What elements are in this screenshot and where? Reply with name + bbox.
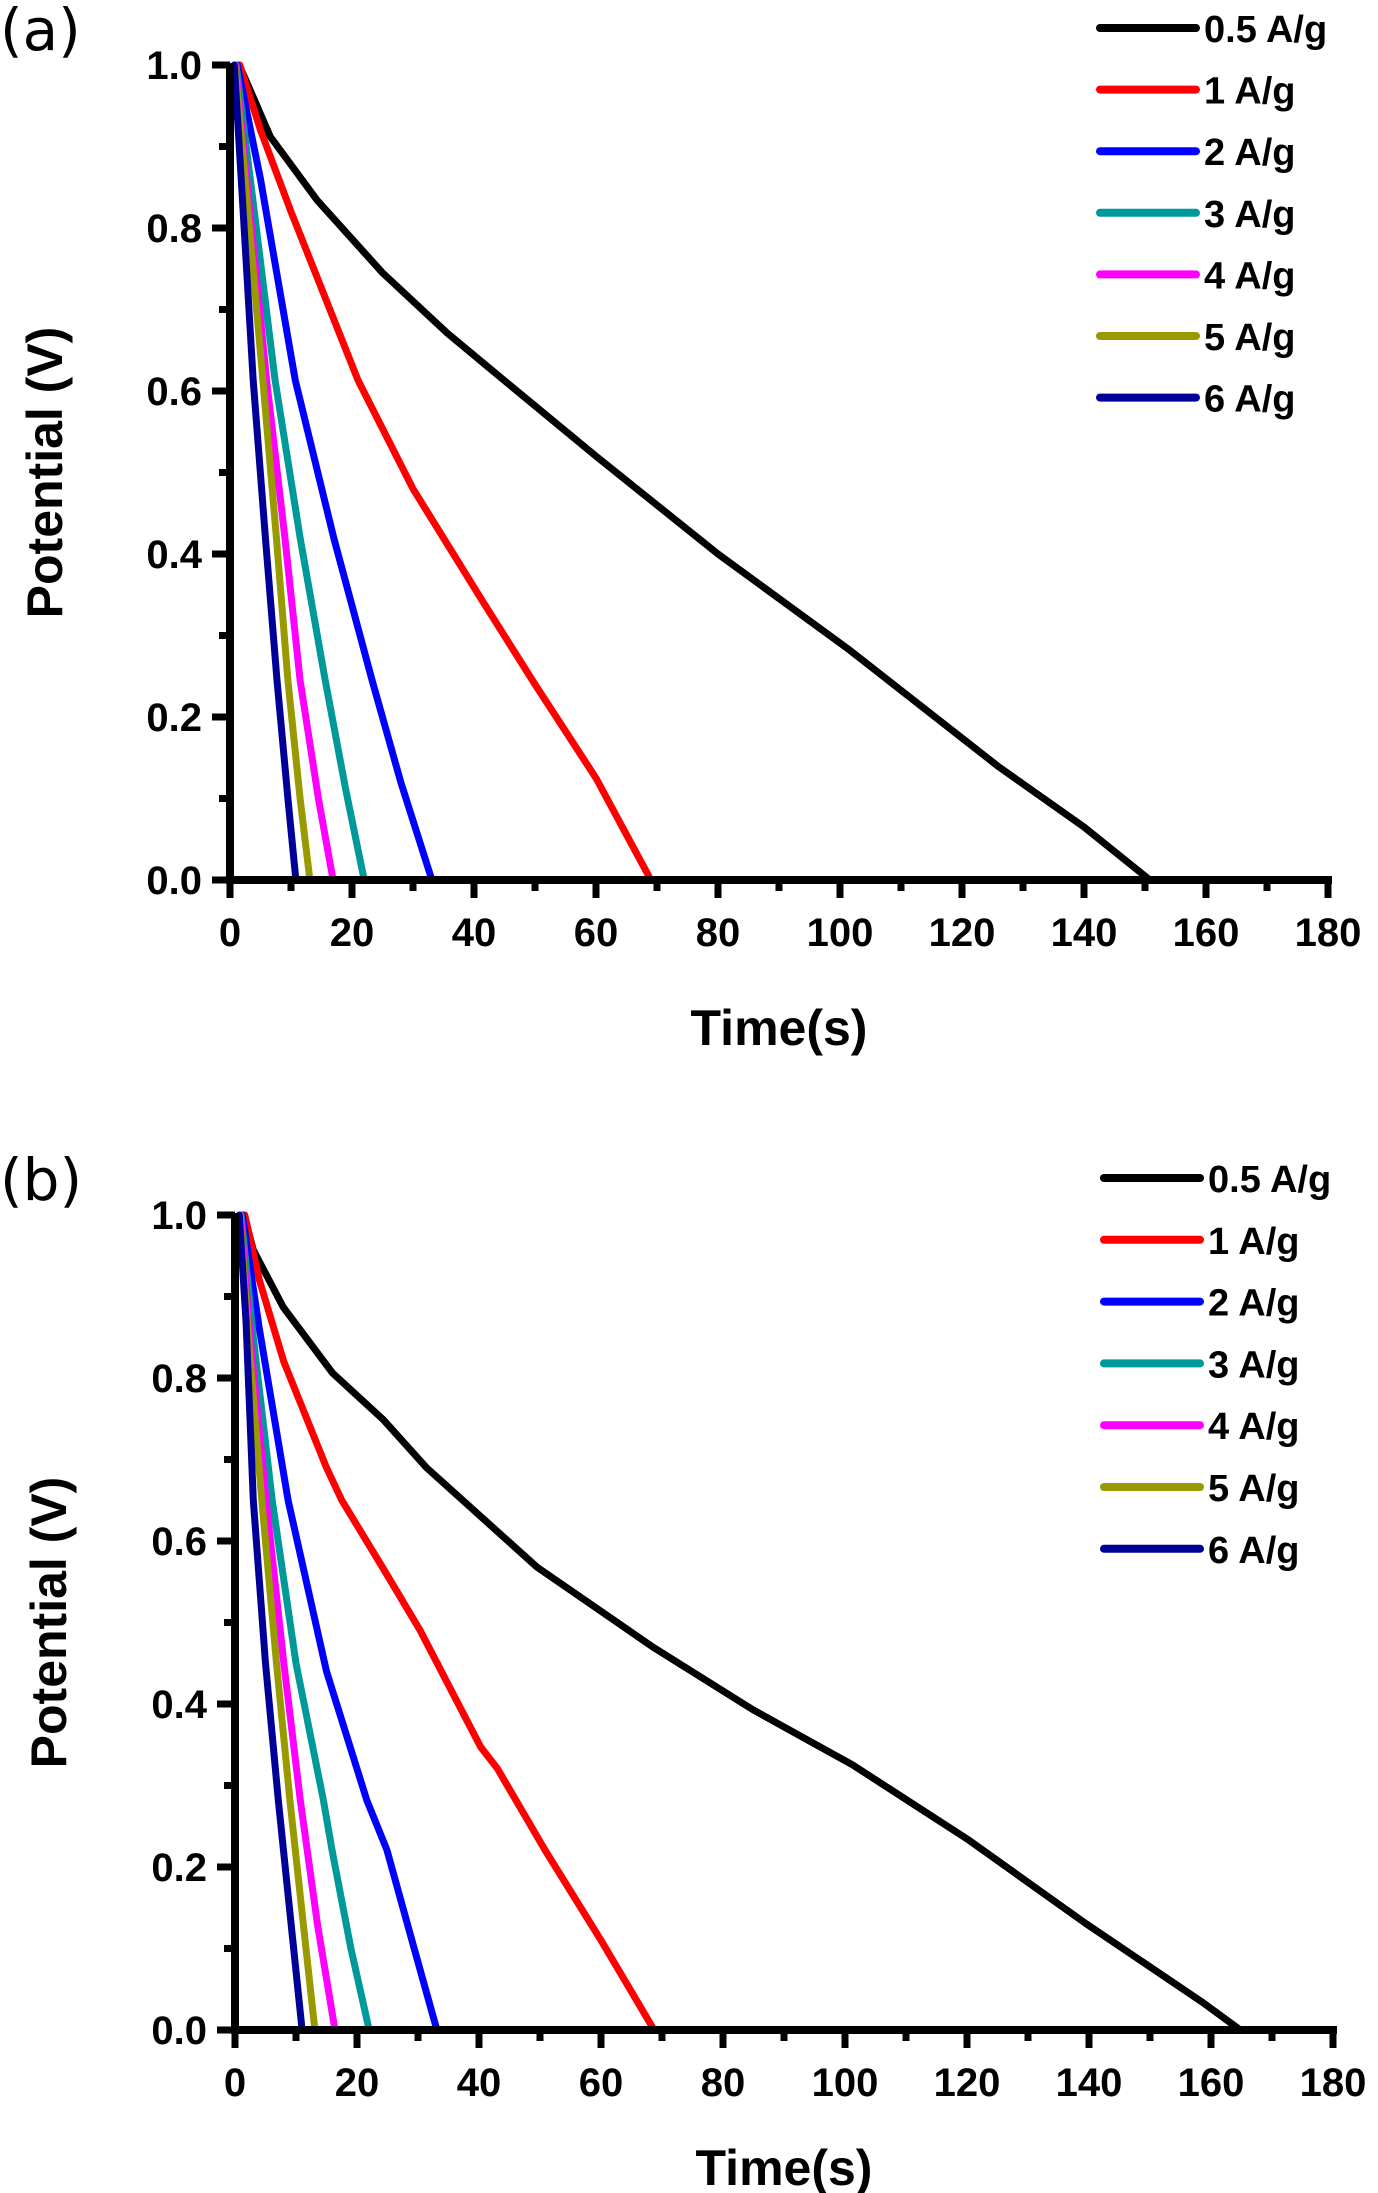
legend-label: 2 A/g (1204, 132, 1296, 174)
legend-label: 1 A/g (1204, 71, 1296, 113)
legend: 0.5 A/g 1 A/g 2 A/g 3 A/g 4 A/g 5 A/g 6 A/g (1096, 9, 1327, 421)
y-tick-label: 0.2 (146, 696, 202, 740)
legend-item: 5 A/g (1096, 317, 1296, 359)
y-tick-label: 0.6 (146, 370, 202, 414)
legend-label: 4 A/g (1208, 1406, 1300, 1448)
x-tick-label: 60 (574, 911, 619, 955)
y-axis-title: Potential (V) (17, 327, 73, 619)
series-line-6-a-g (235, 1211, 306, 2034)
y-tick-label: 0.4 (146, 533, 202, 577)
legend-label: 0.5 A/g (1208, 1159, 1331, 1201)
y-tick-label: 0.4 (151, 1683, 207, 1727)
x-tick-label: 20 (335, 2061, 380, 2105)
legend-item: 4 A/g (1096, 255, 1296, 297)
panel-label: (a) (0, 0, 81, 64)
series-line-5-a-g (231, 61, 314, 884)
x-tick-label: 80 (701, 2061, 746, 2105)
legend-label: 3 A/g (1208, 1344, 1300, 1386)
legend-item: 2 A/g (1096, 132, 1296, 174)
series-line-1-a-g (241, 1211, 658, 2034)
y-tick-label: 0.6 (151, 1520, 207, 1564)
series-line-0-5-a-g (235, 61, 1154, 884)
legend-label: 5 A/g (1208, 1468, 1300, 1510)
y-tick-label: 0.0 (151, 2009, 207, 2053)
x-tick-label: 140 (1051, 911, 1118, 955)
legend-item: 6 A/g (1096, 379, 1296, 421)
x-tick-label: 0 (219, 911, 241, 955)
series-line-1-a-g (236, 61, 655, 884)
x-tick-label: 0 (224, 2061, 246, 2105)
legend-label: 0.5 A/g (1204, 9, 1327, 51)
legend-label: 3 A/g (1204, 194, 1296, 236)
panel-label: (b) (0, 1146, 82, 1214)
legend-item: 6 A/g (1100, 1530, 1300, 1572)
legend-item: 3 A/g (1096, 194, 1296, 236)
x-tick-label: 40 (457, 2061, 502, 2105)
legend-item: 5 A/g (1100, 1468, 1300, 1510)
x-tick-label: 140 (1056, 2061, 1123, 2105)
x-tick-label: 180 (1300, 2061, 1367, 2105)
x-axis-title: Time(s) (696, 2140, 873, 2193)
legend-label: 5 A/g (1204, 317, 1296, 359)
legend-label: 6 A/g (1204, 379, 1296, 421)
legend-item: 0.5 A/g (1100, 1159, 1331, 1201)
x-tick-label: 180 (1295, 911, 1362, 955)
series-line-3-a-g (237, 1211, 373, 2034)
x-tick-label: 100 (807, 911, 874, 955)
series-line-6-a-g (230, 61, 300, 884)
y-tick-label: 0.8 (151, 1357, 207, 1401)
x-tick-label: 100 (812, 2061, 879, 2105)
legend-item: 3 A/g (1100, 1344, 1300, 1386)
series-line-2-a-g (233, 61, 436, 884)
legend-item: 2 A/g (1100, 1283, 1300, 1325)
legend-item: 1 A/g (1096, 71, 1296, 113)
y-tick-label: 0.0 (146, 859, 202, 903)
y-tick-label: 1.0 (146, 44, 202, 88)
x-tick-label: 120 (934, 2061, 1001, 2105)
legend-item: 4 A/g (1100, 1406, 1300, 1448)
legend: 0.5 A/g 1 A/g 2 A/g 3 A/g 4 A/g 5 A/g 6 A/g (1100, 1159, 1331, 1572)
panel-b: (b) 0 20 40 60 80 100 120 140 160 180 0.0 0.2 0.4 0.6 0… (0, 1146, 1366, 2193)
panel-a: (a) 0 20 40 60 80 100 120 140 160 180 0.0 0.2 0.4 0.6 0… (0, 0, 1361, 1056)
legend-label: 6 A/g (1208, 1530, 1300, 1572)
y-tick-label: 1.0 (151, 1194, 207, 1238)
x-tick-label: 20 (330, 911, 375, 955)
legend-label: 2 A/g (1208, 1283, 1300, 1325)
y-tick-label: 0.8 (146, 207, 202, 251)
series-line-2-a-g (238, 1211, 441, 2034)
x-tick-label: 160 (1173, 911, 1240, 955)
x-tick-label: 40 (452, 911, 497, 955)
legend-item: 0.5 A/g (1096, 9, 1327, 51)
series-line-3-a-g (232, 61, 368, 884)
legend-label: 1 A/g (1208, 1221, 1300, 1263)
legend-label: 4 A/g (1204, 255, 1296, 297)
y-tick-label: 0.2 (151, 1846, 207, 1890)
x-tick-label: 60 (579, 2061, 624, 2105)
x-axis-title: Time(s) (691, 1000, 868, 1056)
series-line-0-5-a-g (240, 1211, 1244, 2034)
x-tick-label: 120 (929, 911, 996, 955)
x-tick-label: 160 (1178, 2061, 1245, 2105)
y-axis-title: Potential (V) (21, 1477, 77, 1769)
x-tick-label: 80 (696, 911, 741, 955)
legend-item: 1 A/g (1100, 1221, 1300, 1263)
